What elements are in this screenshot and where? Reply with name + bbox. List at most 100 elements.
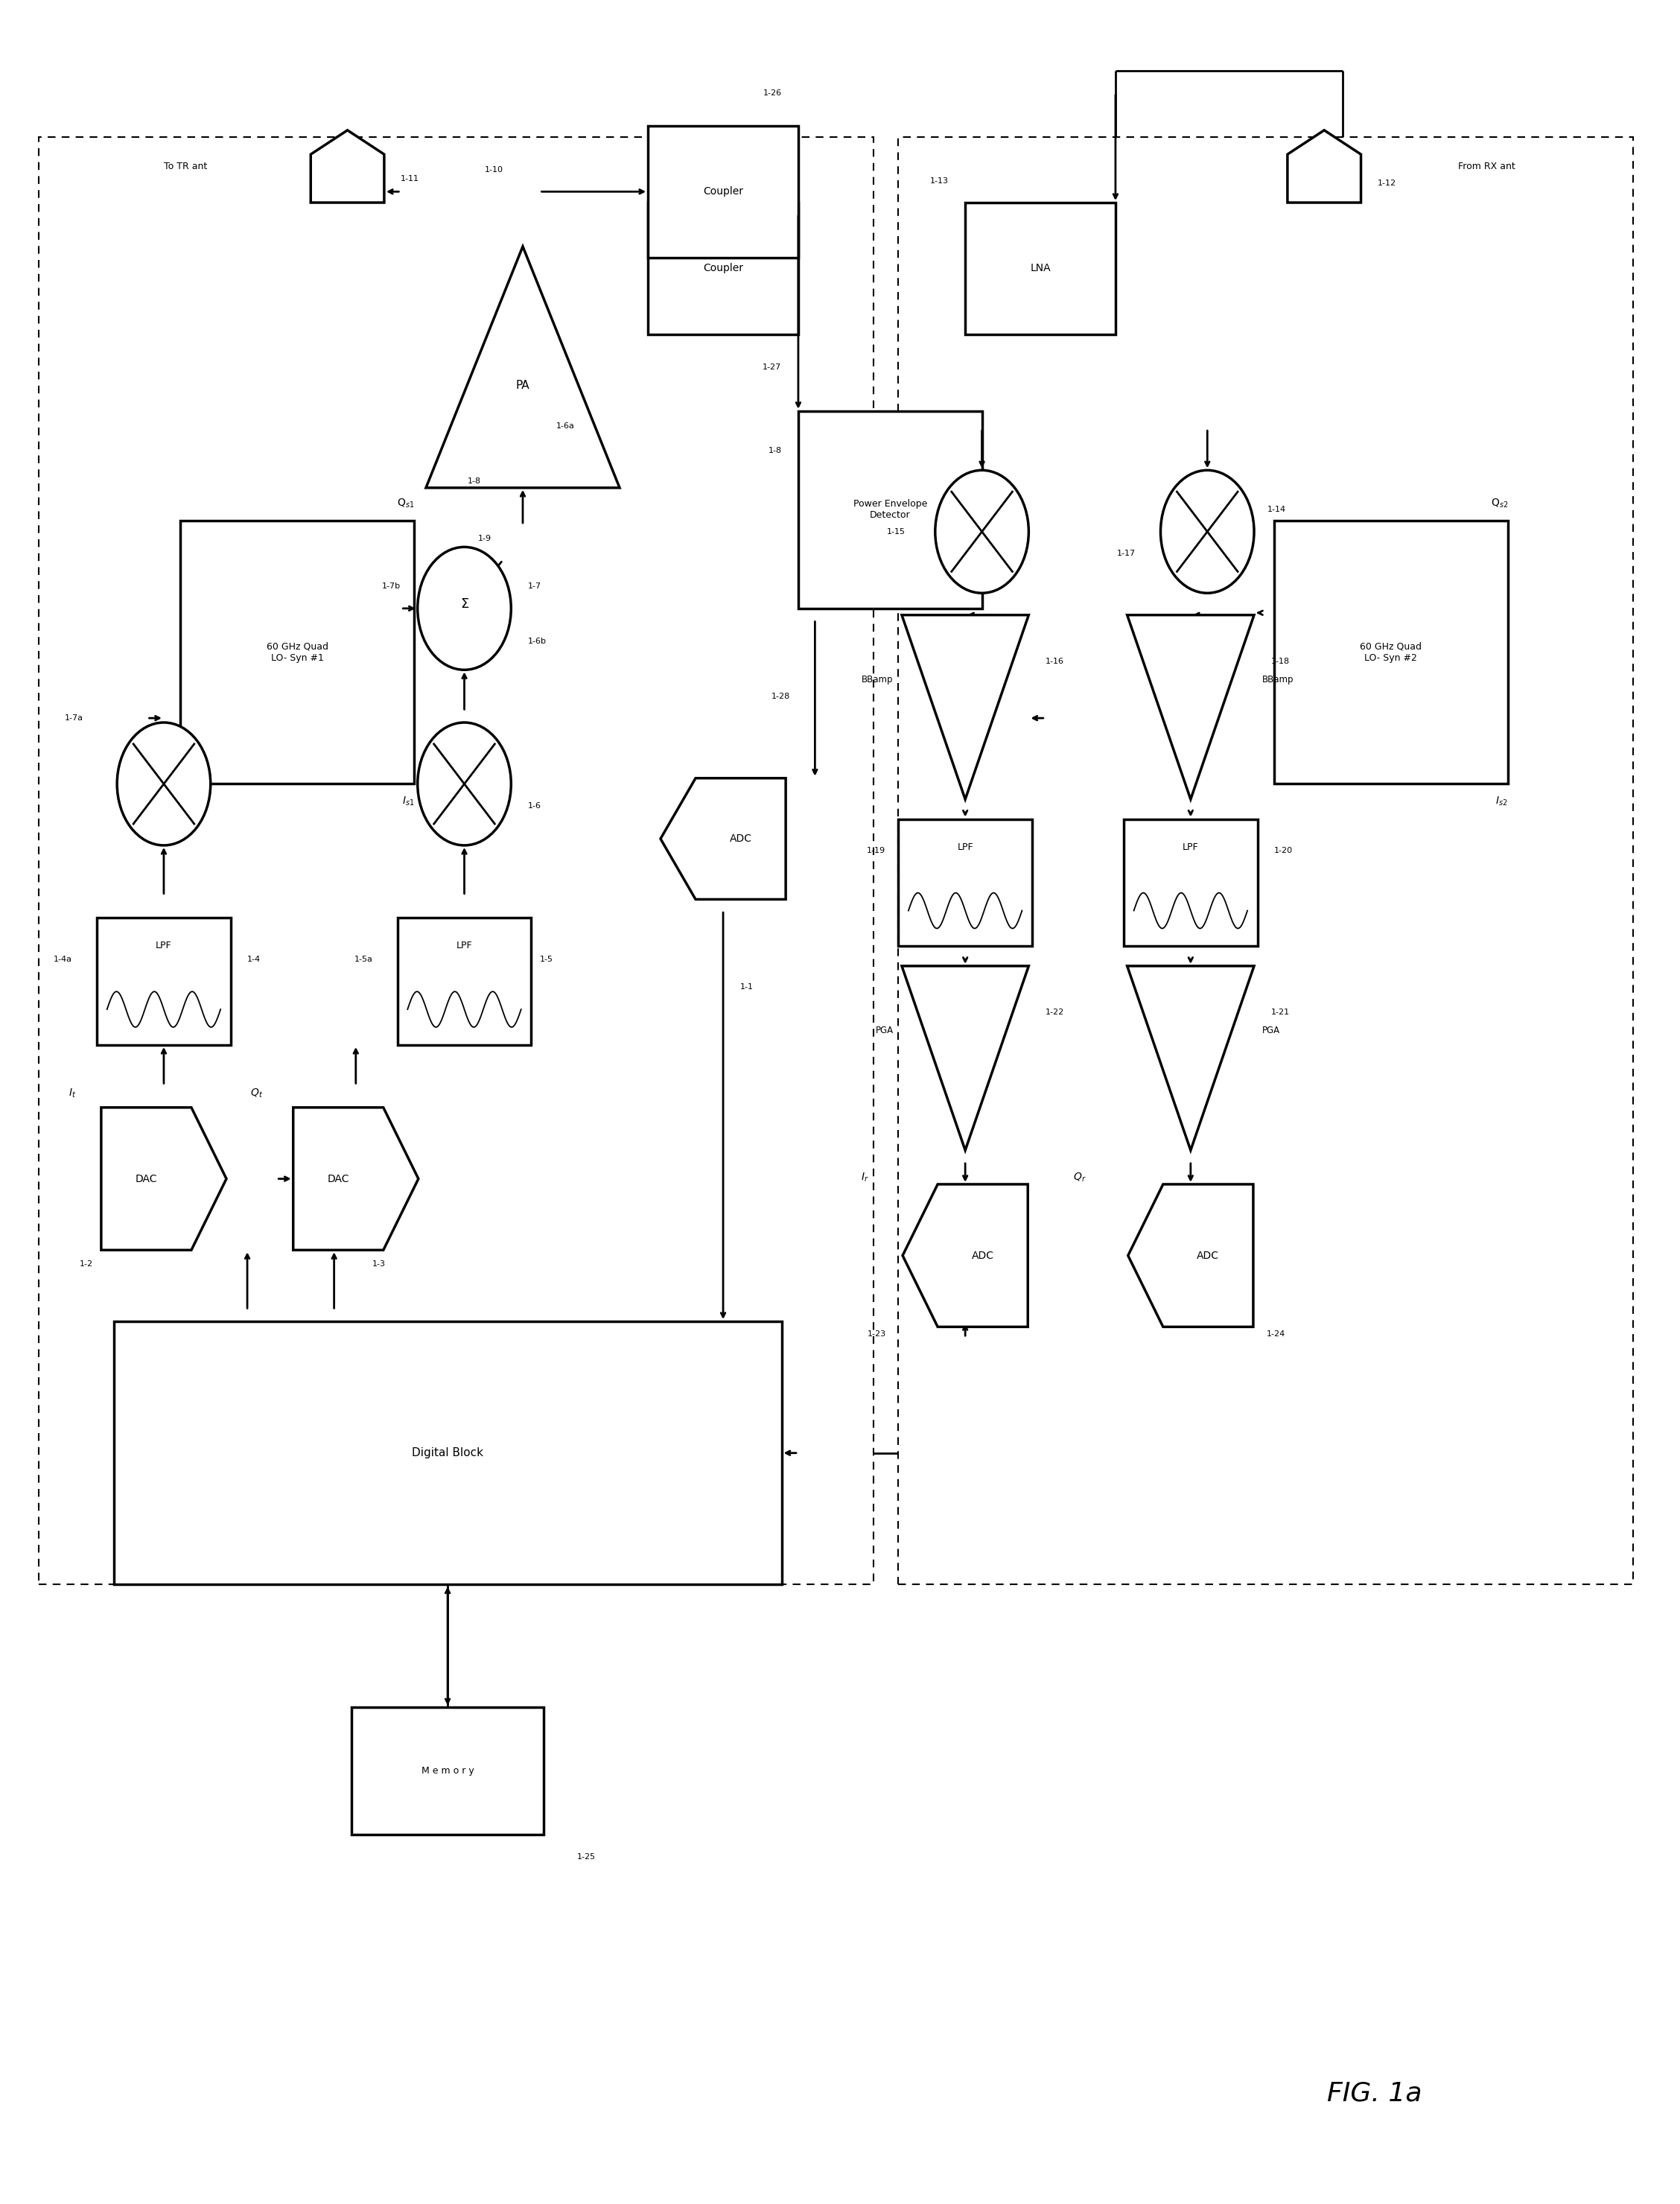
Text: 1-20: 1-20 — [1273, 846, 1294, 855]
Circle shape — [118, 723, 210, 846]
Text: Coupler: Coupler — [702, 262, 743, 273]
Text: 1-8: 1-8 — [768, 447, 781, 454]
Text: 1-18: 1-18 — [1270, 657, 1290, 666]
Circle shape — [1161, 469, 1253, 593]
Text: 1-26: 1-26 — [763, 88, 781, 97]
Text: I$_t$: I$_t$ — [69, 1087, 76, 1100]
Text: Σ: Σ — [460, 597, 469, 611]
Text: 1-14: 1-14 — [1267, 507, 1287, 514]
Text: ADC: ADC — [729, 833, 753, 844]
Text: From RX ant: From RX ant — [1458, 161, 1515, 172]
Text: 1-5a: 1-5a — [354, 957, 373, 963]
Text: Power Envelope
Detector: Power Envelope Detector — [853, 500, 927, 520]
Text: BBamp: BBamp — [862, 674, 894, 685]
Text: 1-13: 1-13 — [931, 176, 949, 185]
Polygon shape — [660, 778, 786, 899]
Polygon shape — [902, 1184, 1028, 1327]
Text: 1-5: 1-5 — [539, 957, 553, 963]
Text: Q$_t$: Q$_t$ — [250, 1087, 264, 1100]
Text: 1-11: 1-11 — [402, 174, 420, 183]
Text: 1-24: 1-24 — [1267, 1331, 1285, 1338]
Text: PA: PA — [516, 379, 529, 390]
Polygon shape — [902, 965, 1028, 1150]
Text: LPF: LPF — [457, 941, 472, 950]
Bar — [648, 126, 798, 258]
Text: I$_{s2}$: I$_{s2}$ — [1495, 796, 1509, 807]
Polygon shape — [902, 615, 1028, 800]
Bar — [648, 203, 798, 335]
Polygon shape — [1127, 965, 1253, 1150]
Text: 1-7a: 1-7a — [66, 714, 84, 723]
Text: 1-4: 1-4 — [247, 957, 260, 963]
Text: 1-2: 1-2 — [79, 1261, 92, 1267]
Polygon shape — [1127, 1184, 1253, 1327]
Bar — [39, 137, 874, 1585]
Text: I$_r$: I$_r$ — [862, 1170, 869, 1184]
Text: I$_{s1}$: I$_{s1}$ — [402, 796, 415, 807]
Text: 1-1: 1-1 — [739, 983, 753, 992]
Polygon shape — [294, 1106, 418, 1250]
Text: BBamp: BBamp — [1262, 674, 1294, 685]
Polygon shape — [311, 130, 385, 203]
Text: LNA: LNA — [1030, 262, 1050, 273]
Text: 1-21: 1-21 — [1270, 1009, 1290, 1016]
Text: 1-28: 1-28 — [771, 692, 790, 701]
Text: Q$_{s1}$: Q$_{s1}$ — [396, 498, 415, 509]
Bar — [966, 203, 1116, 335]
Bar — [97, 917, 230, 1045]
Polygon shape — [1127, 615, 1253, 800]
Text: DAC: DAC — [136, 1173, 158, 1184]
Polygon shape — [427, 247, 620, 487]
Text: ADC: ADC — [1196, 1250, 1220, 1261]
Text: PGA: PGA — [1262, 1025, 1280, 1036]
Text: 1-6b: 1-6b — [528, 637, 546, 646]
Text: 1-16: 1-16 — [1045, 657, 1063, 666]
Text: Q$_r$: Q$_r$ — [1074, 1170, 1087, 1184]
Text: 60 GHz Quad
LO- Syn #2: 60 GHz Quad LO- Syn #2 — [1361, 641, 1421, 663]
Bar — [351, 1708, 544, 1834]
Text: 1-12: 1-12 — [1378, 179, 1396, 187]
Text: 1-15: 1-15 — [887, 529, 906, 536]
Text: 1-17: 1-17 — [1117, 549, 1136, 558]
Bar — [180, 520, 415, 785]
Bar — [114, 1322, 781, 1585]
Text: 1-7: 1-7 — [528, 582, 541, 591]
Bar — [899, 820, 1032, 946]
Bar — [398, 917, 531, 1045]
Text: To TR ant: To TR ant — [163, 161, 207, 172]
Polygon shape — [101, 1106, 227, 1250]
Text: 1-23: 1-23 — [867, 1331, 885, 1338]
Text: Coupler: Coupler — [702, 187, 743, 196]
Text: 60 GHz Quad
LO- Syn #1: 60 GHz Quad LO- Syn #1 — [267, 641, 328, 663]
Text: 1-19: 1-19 — [867, 846, 885, 855]
Text: M e m o r y: M e m o r y — [422, 1765, 474, 1776]
Bar — [798, 410, 981, 608]
Text: FIG. 1a: FIG. 1a — [1327, 2081, 1421, 2107]
Text: 1-3: 1-3 — [373, 1261, 386, 1267]
Circle shape — [418, 723, 511, 846]
Text: Digital Block: Digital Block — [412, 1448, 484, 1459]
Text: 1-6a: 1-6a — [556, 423, 575, 430]
Text: DAC: DAC — [328, 1173, 349, 1184]
Text: 1-8: 1-8 — [467, 478, 480, 485]
Bar — [1124, 820, 1257, 946]
Text: 1-25: 1-25 — [576, 1854, 596, 1860]
Circle shape — [936, 469, 1028, 593]
Text: Q$_{s2}$: Q$_{s2}$ — [1490, 498, 1509, 509]
Polygon shape — [1287, 130, 1361, 203]
Text: 1-6: 1-6 — [528, 802, 541, 809]
Text: PGA: PGA — [875, 1025, 894, 1036]
Text: ADC: ADC — [971, 1250, 995, 1261]
Bar — [1273, 520, 1509, 785]
Circle shape — [418, 547, 511, 670]
Text: 1-9: 1-9 — [477, 536, 491, 542]
Text: 1-22: 1-22 — [1045, 1009, 1063, 1016]
Text: 1-4a: 1-4a — [54, 957, 72, 963]
Text: LPF: LPF — [958, 842, 973, 853]
Text: LPF: LPF — [1183, 842, 1198, 853]
Text: 1-10: 1-10 — [484, 165, 502, 174]
Text: LPF: LPF — [156, 941, 171, 950]
Text: 1-7b: 1-7b — [381, 582, 402, 591]
Text: 1-27: 1-27 — [763, 364, 781, 370]
Bar — [899, 137, 1633, 1585]
